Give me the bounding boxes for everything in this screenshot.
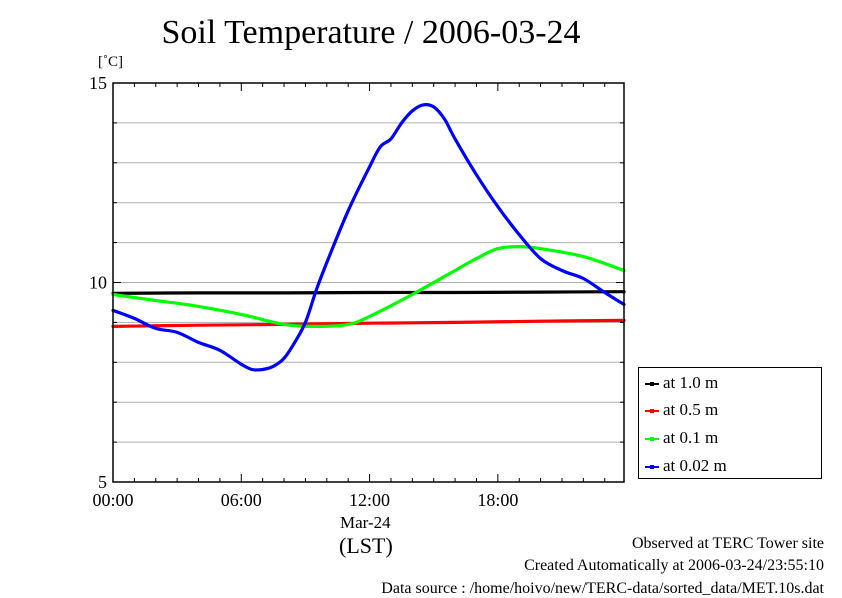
y-tick-label: 15 (89, 73, 107, 93)
legend-label-1m: at 1.0 m (663, 373, 719, 392)
legend-item-1m: at 1.0 m (645, 373, 718, 395)
x-axis-date-label: Mar-24 (340, 513, 391, 532)
legend-swatch-01m (645, 437, 659, 442)
grid-lines (113, 122, 624, 443)
chart-title: Soil Temperature / 2006-03-24 (161, 14, 581, 51)
legend-label-05m: at 0.5 m (663, 400, 719, 419)
x-tick-label: 12:00 (349, 490, 390, 510)
legend-item-002m: at 0.02 m (645, 456, 727, 478)
series-line-1m (111, 290, 626, 295)
legend-item-01m: at 0.1 m (645, 428, 718, 450)
axis-ticks: 5 10 15 00:00 06:00 12:00 18:00 (89, 73, 624, 510)
x-tick-label: 00:00 (92, 490, 133, 510)
x-tick-label: 18:00 (477, 490, 518, 510)
legend-swatch-002m (645, 465, 659, 470)
legend-item-05m: at 0.5 m (645, 400, 718, 422)
series-line-05m (111, 318, 626, 328)
legend-swatch-1m (645, 382, 659, 387)
y-tick-label: 10 (89, 273, 107, 293)
footer-created: Created Automatically at 2006-03-24/23:5… (524, 557, 824, 574)
series-line-002m (111, 103, 626, 372)
y-axis-unit-label: [˚C] (98, 54, 123, 70)
legend-label-002m: at 0.02 m (663, 456, 727, 475)
series-lines (111, 103, 626, 372)
footer-observed: Observed at TERC Tower site (631, 535, 824, 552)
x-axis-label: (LST) (339, 533, 393, 558)
legend-label-01m: at 0.1 m (663, 428, 719, 447)
footer-source: Data source : /home/hoivo/new/TERC-data/… (381, 580, 824, 597)
legend-swatch-05m (645, 409, 659, 414)
legend: at 1.0 m at 0.5 m at 0.1 m at 0.02 m (638, 367, 822, 479)
x-tick-label: 06:00 (221, 490, 262, 510)
y-tick-label: 5 (98, 472, 107, 492)
series-line-01m (111, 245, 626, 328)
